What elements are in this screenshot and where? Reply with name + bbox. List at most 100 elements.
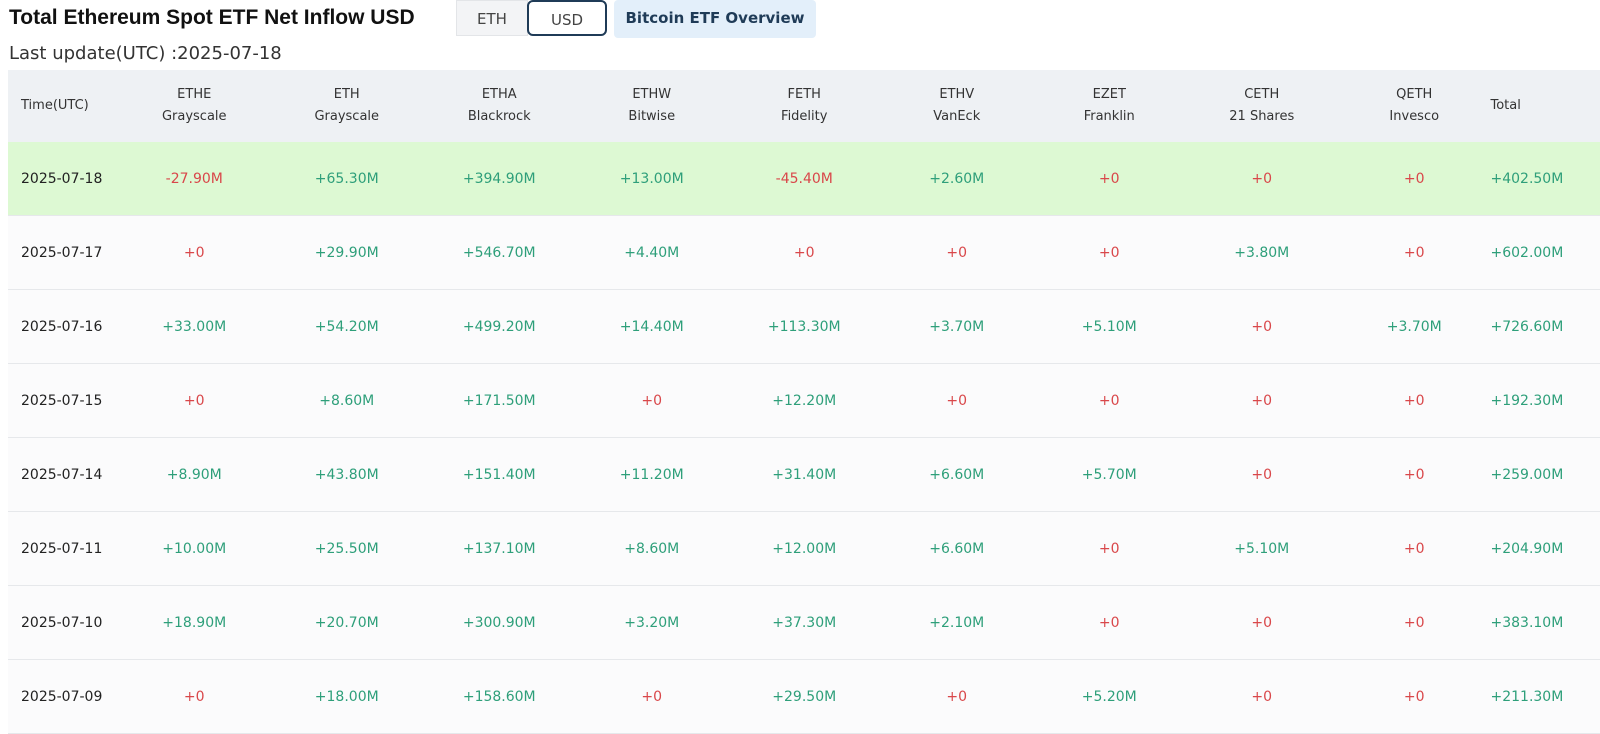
value-cell: +0 — [1186, 290, 1339, 364]
table-row: 2025-07-11+10.00M+25.50M+137.10M+8.60M+1… — [8, 512, 1600, 586]
value-cell: -27.90M — [118, 142, 271, 216]
date-cell: 2025-07-17 — [8, 216, 118, 290]
table-row: 2025-07-10+18.90M+20.70M+300.90M+3.20M+3… — [8, 586, 1600, 660]
value-cell: +0 — [728, 216, 881, 290]
value-cell: +0 — [1338, 512, 1491, 586]
value-cell: +602.00M — [1491, 216, 1600, 290]
value-cell: +10.00M — [118, 512, 271, 586]
value-cell: +211.30M — [1491, 660, 1600, 734]
value-cell: +546.70M — [423, 216, 576, 290]
value-cell: +0 — [118, 660, 271, 734]
value-cell: +18.90M — [118, 586, 271, 660]
ticker: FETH — [729, 84, 880, 106]
value-cell: +0 — [1338, 586, 1491, 660]
column-header: Total — [1491, 70, 1600, 142]
value-cell: +6.60M — [881, 438, 1034, 512]
value-cell: +8.60M — [271, 364, 424, 438]
value-cell: +259.00M — [1491, 438, 1600, 512]
value-cell: +0 — [118, 364, 271, 438]
value-cell: +0 — [1033, 216, 1186, 290]
column-header: Time(UTC) — [8, 70, 118, 142]
value-cell: +113.30M — [728, 290, 881, 364]
value-cell: +158.60M — [423, 660, 576, 734]
date-cell: 2025-07-10 — [8, 586, 118, 660]
table-row: 2025-07-17+0+29.90M+546.70M+4.40M+0+0+0+… — [8, 216, 1600, 290]
issuer: VanEck — [882, 106, 1033, 128]
value-cell: +2.60M — [881, 142, 1034, 216]
value-cell: +12.20M — [728, 364, 881, 438]
issuer: Fidelity — [729, 106, 880, 128]
value-cell: +29.50M — [728, 660, 881, 734]
date-cell: 2025-07-18 — [8, 142, 118, 216]
value-cell: +54.20M — [271, 290, 424, 364]
issuer: Bitwise — [577, 106, 728, 128]
value-cell: +300.90M — [423, 586, 576, 660]
date-cell: 2025-07-09 — [8, 660, 118, 734]
tab[interactable]: USD — [527, 0, 607, 36]
ticker: EZET — [1034, 84, 1185, 106]
value-cell: +0 — [1033, 586, 1186, 660]
table-row: 2025-07-18-27.90M+65.30M+394.90M+13.00M-… — [8, 142, 1600, 216]
issuer: 21 Shares — [1187, 106, 1338, 128]
value-cell: +171.50M — [423, 364, 576, 438]
date-cell: 2025-07-16 — [8, 290, 118, 364]
table-body: 2025-07-18-27.90M+65.30M+394.90M+13.00M-… — [8, 142, 1600, 734]
date-cell: 2025-07-11 — [8, 512, 118, 586]
ticker: ETHE — [119, 84, 270, 106]
value-cell: +394.90M — [423, 142, 576, 216]
value-cell: +151.40M — [423, 438, 576, 512]
value-cell: +0 — [1186, 364, 1339, 438]
value-cell: +11.20M — [576, 438, 729, 512]
value-cell: +0 — [1186, 660, 1339, 734]
table-row: 2025-07-15+0+8.60M+171.50M+0+12.20M+0+0+… — [8, 364, 1600, 438]
value-cell: +0 — [576, 660, 729, 734]
last-update: Last update(UTC) :2025-07-18 — [9, 43, 282, 64]
value-cell: +0 — [881, 660, 1034, 734]
value-cell: +0 — [576, 364, 729, 438]
table-row: 2025-07-14+8.90M+43.80M+151.40M+11.20M+3… — [8, 438, 1600, 512]
value-cell: +8.60M — [576, 512, 729, 586]
value-cell: +5.70M — [1033, 438, 1186, 512]
ticker: QETH — [1339, 84, 1490, 106]
issuer: Grayscale — [119, 106, 270, 128]
ticker: ETH — [272, 84, 423, 106]
value-cell: +0 — [1186, 586, 1339, 660]
value-cell: +0 — [1338, 364, 1491, 438]
table-row: 2025-07-09+0+18.00M+158.60M+0+29.50M+0+5… — [8, 660, 1600, 734]
value-cell: +2.10M — [881, 586, 1034, 660]
value-cell: +13.00M — [576, 142, 729, 216]
value-cell: +0 — [881, 364, 1034, 438]
table-row: 2025-07-16+33.00M+54.20M+499.20M+14.40M+… — [8, 290, 1600, 364]
value-cell: +37.30M — [728, 586, 881, 660]
value-cell: +0 — [881, 216, 1034, 290]
value-cell: +3.20M — [576, 586, 729, 660]
value-cell: +0 — [1186, 438, 1339, 512]
value-cell: +383.10M — [1491, 586, 1600, 660]
ticker: CETH — [1187, 84, 1338, 106]
value-cell: +25.50M — [271, 512, 424, 586]
tab[interactable]: ETH — [456, 0, 528, 36]
link-button[interactable]: Bitcoin ETF Overview — [614, 0, 816, 38]
value-cell: +0 — [1033, 142, 1186, 216]
value-cell: +499.20M — [423, 290, 576, 364]
value-cell: -45.40M — [728, 142, 881, 216]
value-cell: +192.30M — [1491, 364, 1600, 438]
value-cell: +726.60M — [1491, 290, 1600, 364]
value-cell: +402.50M — [1491, 142, 1600, 216]
value-cell: +3.80M — [1186, 216, 1339, 290]
value-cell: +6.60M — [881, 512, 1034, 586]
value-cell: +3.70M — [1338, 290, 1491, 364]
value-cell: +4.40M — [576, 216, 729, 290]
value-cell: +0 — [1186, 142, 1339, 216]
value-cell: +0 — [1338, 438, 1491, 512]
value-cell: +31.40M — [728, 438, 881, 512]
